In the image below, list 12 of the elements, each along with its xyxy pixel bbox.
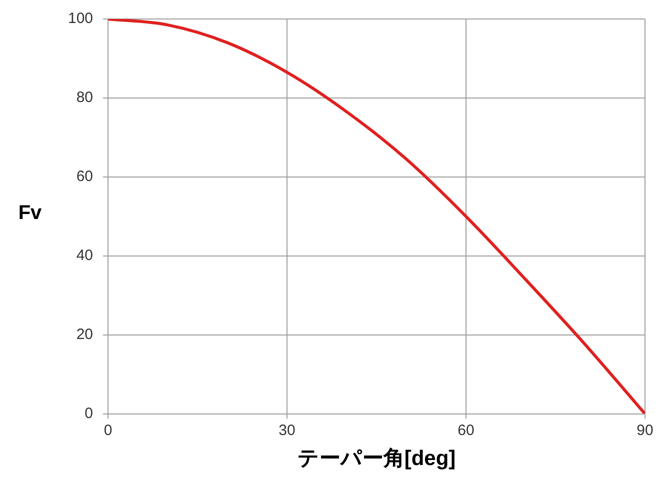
x-tick-label: 30 — [278, 422, 296, 439]
y-axis-title: Fv — [18, 202, 43, 224]
y-tick-label: 20 — [76, 326, 94, 343]
y-tick-label: 60 — [76, 168, 94, 186]
y-tick-label: 0 — [84, 404, 94, 422]
y-tick-label: 80 — [76, 89, 94, 106]
x-tick-label: 0 — [104, 422, 112, 439]
x-tick-label: 90 — [636, 422, 654, 439]
x-tick-label: 60 — [458, 422, 474, 439]
x-axis-title: テーパー角[deg] — [297, 447, 456, 470]
y-tick-label: 40 — [76, 247, 94, 264]
y-tick-label: 100 — [68, 10, 94, 28]
